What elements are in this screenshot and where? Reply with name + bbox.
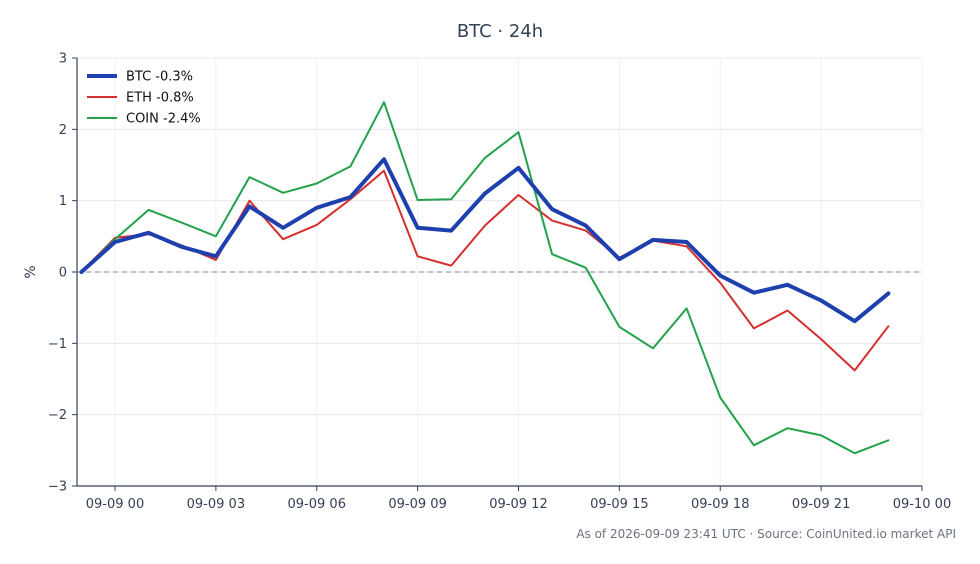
legend-label-eth: ETH -0.8% (126, 91, 194, 106)
x-tick-label: 09-09 15 (590, 497, 648, 512)
y-tick-label: 1 (59, 194, 67, 209)
chart-title: BTC · 24h (457, 21, 543, 42)
axes: −3 −2 −1 0 1 2 3 09-09 00 09-09 03 09-09 06 09-09 … (48, 52, 951, 513)
x-tick-label: 09-09 12 (489, 497, 547, 512)
y-tick-label: 2 (59, 123, 67, 138)
x-tick-label: 09-09 18 (691, 497, 749, 512)
x-tick-label: 09-09 06 (288, 497, 346, 512)
legend: BTC -0.3% ETH -0.8% COIN -2.4% (87, 70, 201, 127)
legend-label-coin: COIN -2.4% (126, 112, 201, 127)
series-line-coin (80, 101, 890, 455)
series-layer (79, 101, 891, 455)
y-tick-label: −3 (48, 480, 67, 495)
x-tick-label: 09-10 00 (893, 497, 951, 512)
x-tick-label: 09-09 00 (86, 497, 144, 512)
x-tick-label: 09-09 03 (187, 497, 245, 512)
y-axis-label: % (23, 265, 39, 278)
y-tick-label: 3 (59, 52, 67, 67)
y-tick-label: −1 (48, 337, 67, 352)
x-tick-label: 09-09 09 (388, 497, 446, 512)
y-tick-label: 0 (59, 266, 67, 281)
legend-label-btc: BTC -0.3% (126, 70, 193, 85)
y-tick-label: −2 (48, 408, 67, 423)
footer-source: As of 2026-09-09 23:41 UTC · Source: Coi… (576, 527, 956, 541)
series-line-btc (79, 157, 891, 324)
x-tick-label: 09-09 21 (792, 497, 850, 512)
series-line-eth (80, 169, 890, 372)
